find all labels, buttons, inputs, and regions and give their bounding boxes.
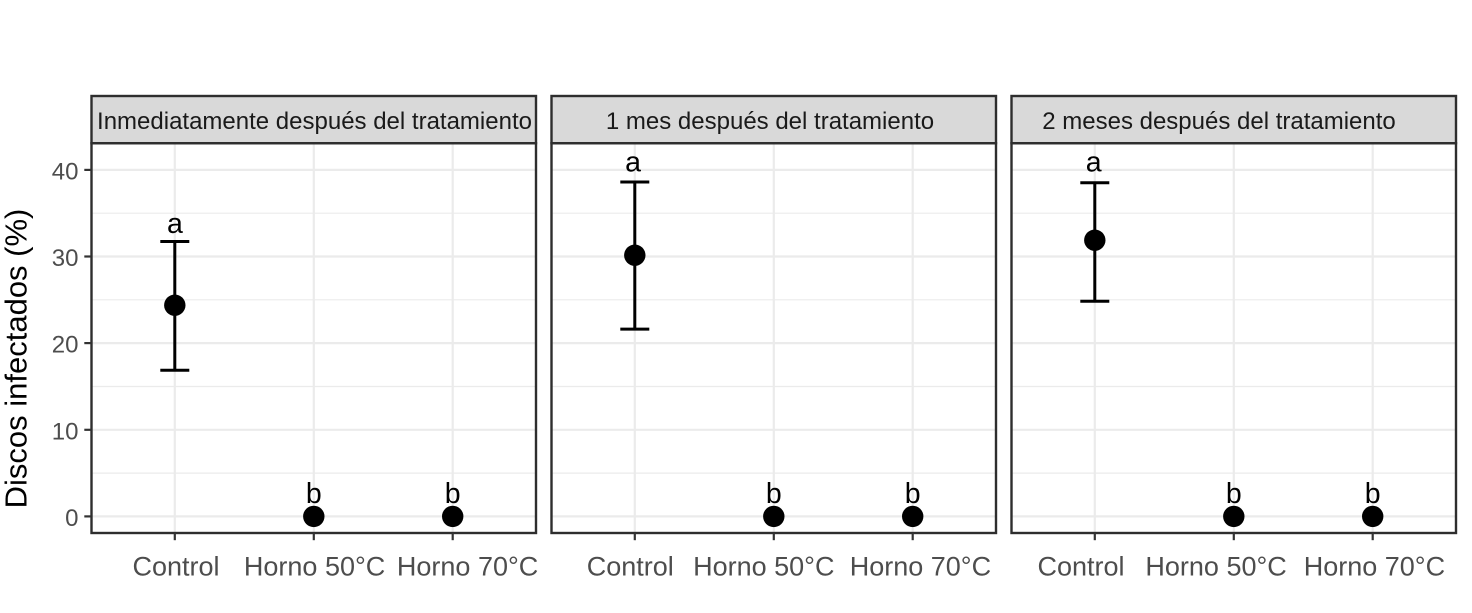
svg-text:0: 0 (65, 505, 78, 532)
svg-text:Discos infectados (%): Discos infectados (%) (0, 209, 34, 509)
svg-text:Inmediatamente después del tra: Inmediatamente después del tratamiento (97, 108, 532, 135)
svg-text:1 mes después del tratamiento: 1 mes después del tratamiento (606, 108, 934, 135)
svg-text:a: a (1086, 147, 1102, 179)
svg-text:b: b (1226, 478, 1242, 510)
svg-text:b: b (905, 478, 921, 510)
svg-text:a: a (625, 147, 641, 179)
svg-text:Control: Control (132, 552, 219, 582)
svg-text:Horno 70°C: Horno 70°C (1304, 552, 1445, 582)
svg-text:10: 10 (52, 418, 79, 445)
svg-text:20: 20 (52, 332, 79, 359)
svg-text:2 meses después del tratamient: 2 meses después del tratamiento (1042, 108, 1396, 135)
svg-text:Control: Control (1037, 552, 1124, 582)
svg-text:30: 30 (52, 245, 79, 272)
svg-text:b: b (766, 478, 782, 510)
svg-text:a: a (167, 208, 183, 240)
svg-text:Horno 70°C: Horno 70°C (397, 552, 538, 582)
svg-text:b: b (1365, 478, 1381, 510)
svg-text:Horno 50°C: Horno 50°C (244, 552, 385, 582)
svg-text:Horno 50°C: Horno 50°C (1145, 552, 1286, 582)
svg-text:Horno 70°C: Horno 70°C (850, 552, 991, 582)
svg-text:Horno 50°C: Horno 50°C (693, 552, 834, 582)
svg-text:Control: Control (587, 552, 674, 582)
svg-text:b: b (445, 478, 461, 510)
svg-text:40: 40 (52, 159, 79, 186)
svg-text:b: b (306, 478, 322, 510)
